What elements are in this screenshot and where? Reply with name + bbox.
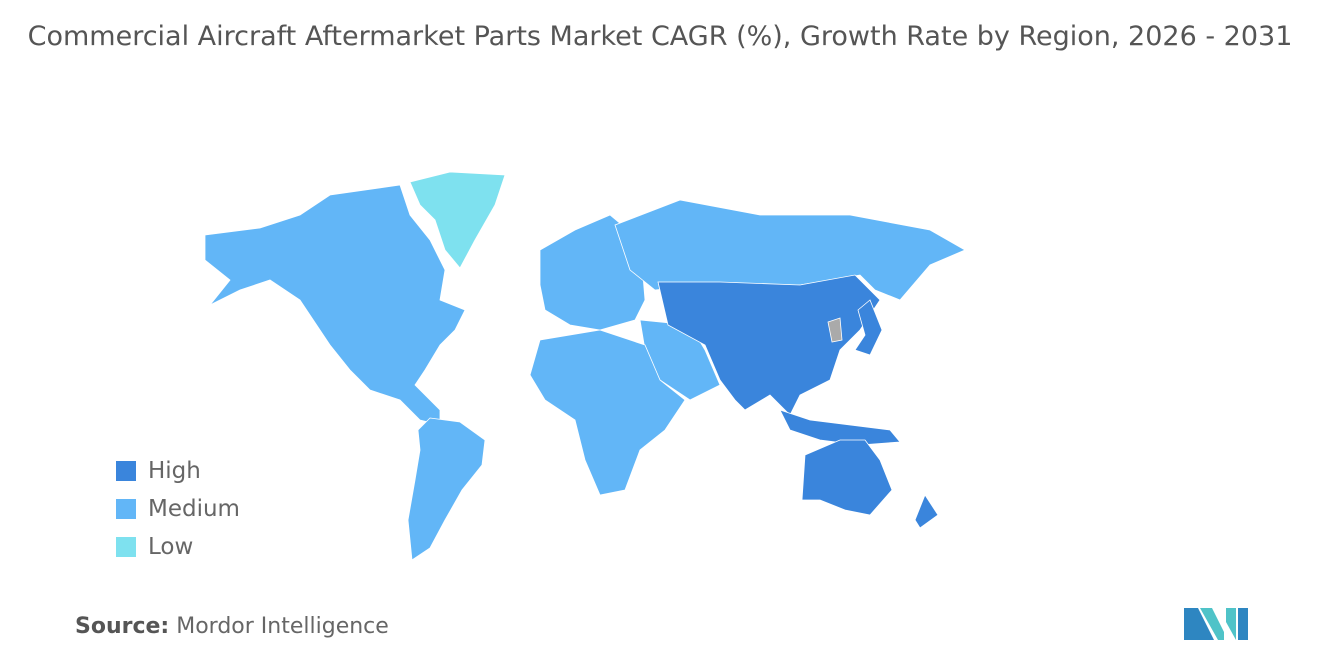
region-new-zealand[interactable] <box>914 494 939 529</box>
region-japan[interactable] <box>854 299 883 356</box>
region-greenland[interactable] <box>409 171 506 269</box>
legend-label: Low <box>148 534 194 560</box>
legend-swatch <box>116 461 136 481</box>
mordor-logo <box>1184 608 1248 640</box>
source-label: Source: <box>75 614 170 639</box>
legend-label: High <box>148 458 201 484</box>
region-korea[interactable] <box>827 317 843 343</box>
legend-item-high: High <box>116 452 240 490</box>
legend-swatch <box>116 499 136 519</box>
source: Source: Mordor Intelligence <box>75 614 389 639</box>
legend-item-medium: Medium <box>116 490 240 528</box>
region-europe[interactable] <box>539 214 646 331</box>
region-north-america[interactable] <box>204 184 466 426</box>
legend: High Medium Low <box>116 452 240 566</box>
legend-swatch <box>116 537 136 557</box>
legend-item-low: Low <box>116 528 240 566</box>
region-australia[interactable] <box>801 439 893 516</box>
chart-title: Commercial Aircraft Aftermarket Parts Ma… <box>27 21 1293 52</box>
region-africa[interactable] <box>529 329 686 496</box>
region-southeast-asia-islands[interactable] <box>779 409 901 446</box>
region-south-america[interactable] <box>407 417 486 561</box>
source-value: Mordor Intelligence <box>176 614 389 639</box>
region-asia-pacific[interactable] <box>657 274 881 416</box>
legend-label: Medium <box>148 496 240 522</box>
